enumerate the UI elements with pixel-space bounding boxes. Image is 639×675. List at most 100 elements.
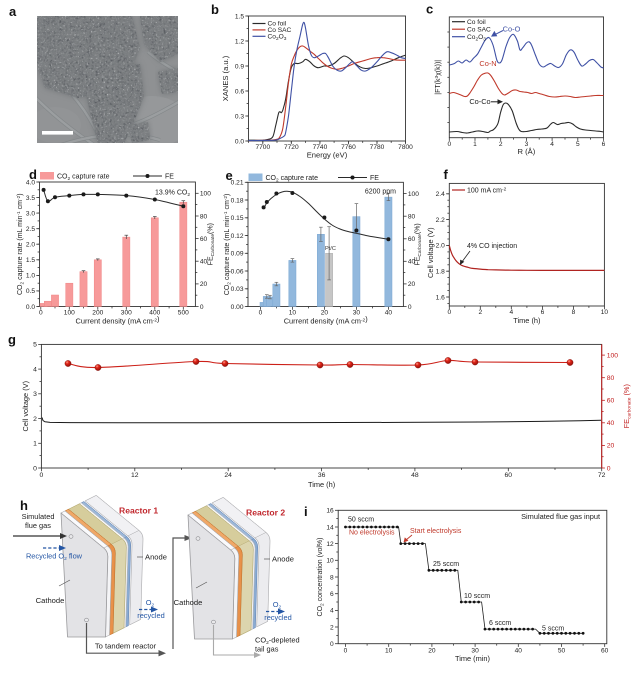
svg-text:1.6: 1.6 [436,294,445,301]
svg-text:10: 10 [289,310,297,317]
svg-text:Simulated flue gas input: Simulated flue gas input [521,512,600,521]
svg-text:100: 100 [408,191,419,198]
svg-text:d: d [29,167,37,182]
svg-text:60: 60 [505,472,513,479]
svg-text:0: 0 [607,465,611,472]
svg-text:0: 0 [447,309,451,316]
svg-text:3: 3 [33,391,37,398]
svg-text:0: 0 [39,310,43,317]
svg-text:12: 12 [326,541,334,548]
svg-text:FEcarbonate (%): FEcarbonate (%) [622,384,633,428]
svg-text:300: 300 [121,310,132,317]
svg-text:Time (min): Time (min) [455,654,490,663]
svg-text:1.5: 1.5 [235,13,244,20]
svg-text:recycled: recycled [137,611,165,620]
svg-text:O2: O2 [146,598,155,609]
svg-text:36: 36 [318,472,326,479]
svg-text:7700: 7700 [255,144,270,151]
svg-text:10: 10 [326,558,334,565]
svg-text:|FT(k3χ(k))|: |FT(k3χ(k))| [434,60,442,95]
svg-text:CO2 capture rate (mL min-1 cm-: CO2 capture rate (mL min-1 cm-2) [16,193,26,295]
svg-text:tail gas: tail gas [255,645,279,654]
svg-text:Pt/C: Pt/C [325,246,336,252]
svg-text:2.2: 2.2 [436,217,445,224]
svg-text:0.00: 0.00 [231,304,244,311]
svg-text:0.9: 0.9 [235,63,244,70]
svg-text:4: 4 [33,366,37,373]
svg-text:50 sccm: 50 sccm [348,517,374,524]
svg-text:XANES (a.u.): XANES (a.u.) [221,55,230,101]
svg-text:CO2 capture rate: CO2 capture rate [57,173,110,182]
svg-text:4% CO injection: 4% CO injection [467,243,517,250]
svg-text:10 sccm: 10 sccm [464,593,490,600]
svg-text:Cathode: Cathode [36,596,65,605]
svg-text:2.5: 2.5 [26,226,35,233]
svg-text:0: 0 [259,310,263,317]
svg-text:0.3: 0.3 [235,113,244,120]
svg-text:0.15: 0.15 [231,215,244,222]
svg-text:48: 48 [411,472,419,479]
svg-text:Time (h): Time (h) [308,480,335,489]
svg-text:6: 6 [330,591,334,598]
svg-text:20: 20 [607,443,615,450]
svg-text:R (Å): R (Å) [518,147,536,156]
svg-text:No electrolysis: No electrolysis [349,530,395,537]
svg-text:100: 100 [200,191,211,198]
svg-text:Co SAC: Co SAC [268,27,292,34]
svg-text:Time (h): Time (h) [513,316,540,325]
svg-text:200: 200 [92,310,103,317]
svg-text:2: 2 [499,141,503,148]
svg-text:3: 3 [525,141,529,148]
svg-text:3.5: 3.5 [26,195,35,202]
svg-text:0.09: 0.09 [231,251,244,258]
svg-text:0.0: 0.0 [235,138,244,145]
svg-text:5: 5 [33,342,37,349]
svg-text:2.0: 2.0 [436,243,445,250]
svg-text:40: 40 [515,647,523,654]
svg-text:recycled: recycled [264,613,292,622]
svg-text:4: 4 [550,141,554,148]
svg-text:24: 24 [224,472,232,479]
svg-text:14: 14 [326,524,334,531]
svg-text:Cathode: Cathode [174,598,203,607]
svg-text:4.0: 4.0 [26,179,35,186]
svg-text:0: 0 [200,304,204,311]
svg-text:10: 10 [601,309,609,316]
svg-text:5 sccm: 5 sccm [542,626,564,633]
svg-text:Current density (mA cm-2): Current density (mA cm-2) [284,315,368,326]
svg-text:80: 80 [607,375,615,382]
svg-text:0: 0 [344,647,348,654]
svg-text:Reactor 2: Reactor 2 [246,508,285,518]
svg-text:Cell voltage (V): Cell voltage (V) [21,381,30,432]
svg-text:40: 40 [607,420,615,427]
svg-text:25 sccm: 25 sccm [433,561,459,568]
svg-text:100 mA cm-2: 100 mA cm-2 [467,186,507,194]
svg-text:60: 60 [607,398,615,405]
svg-text:20: 20 [321,310,329,317]
svg-text:2.0: 2.0 [26,242,35,249]
svg-text:500: 500 [178,310,189,317]
svg-text:13.9% CO2: 13.9% CO2 [155,190,190,199]
svg-text:10: 10 [385,647,393,654]
svg-text:1: 1 [473,141,477,148]
svg-text:2.4: 2.4 [436,191,445,198]
svg-text:Co foil: Co foil [467,19,486,26]
svg-text:1.2: 1.2 [235,38,244,45]
svg-text:72: 72 [598,472,606,479]
svg-text:0: 0 [33,465,37,472]
svg-text:30: 30 [471,647,479,654]
svg-text:0.6: 0.6 [235,88,244,95]
svg-text:2: 2 [33,416,37,423]
svg-text:400: 400 [149,310,160,317]
svg-text:Energy (eV): Energy (eV) [307,151,348,160]
svg-text:20: 20 [200,281,208,288]
svg-text:1: 1 [33,441,37,448]
svg-text:Simulated: Simulated [22,512,55,521]
svg-text:2: 2 [330,624,334,631]
svg-text:3.0: 3.0 [26,210,35,217]
svg-text:Anode: Anode [272,555,294,564]
svg-text:b: b [211,2,219,17]
svg-text:1.8: 1.8 [436,269,445,276]
svg-text:CO2 capture rate (mL min-1 cm-: CO2 capture rate (mL min-1 cm-2) [223,194,233,296]
svg-text:7780: 7780 [370,144,385,151]
